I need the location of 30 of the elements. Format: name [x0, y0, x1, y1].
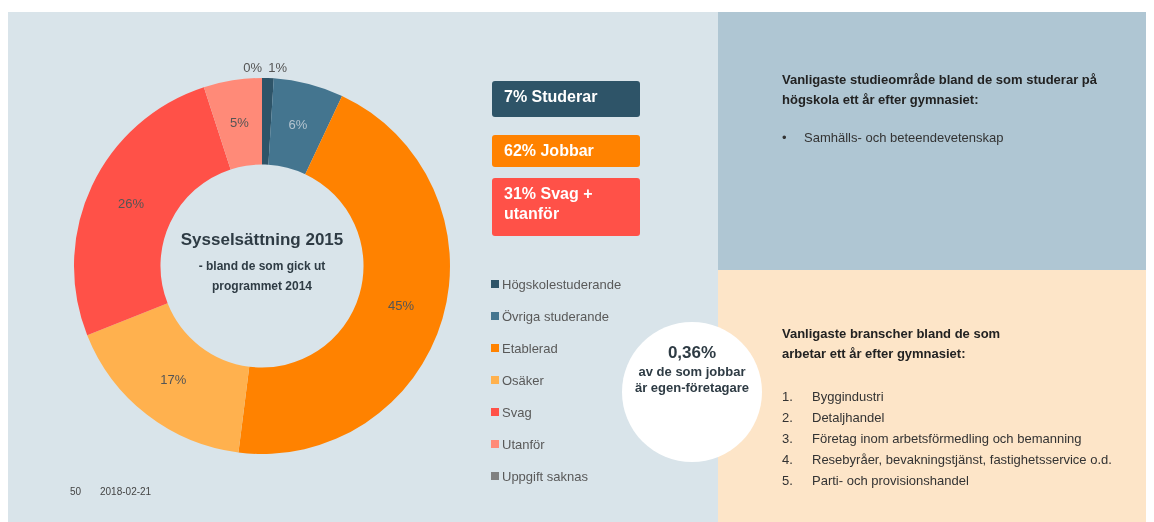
legend-label: Utanför	[502, 436, 545, 452]
data-label: 1%	[268, 59, 288, 75]
text: • Samhälls- och beteendevetenskap	[782, 130, 1004, 145]
text: - bland de som gick ut programmet 2014	[197, 258, 327, 295]
data-label: 17%	[160, 371, 187, 387]
text: Vanligaste branscher bland de som arbetar ett år efter gymnasiet:	[782, 325, 1002, 363]
text: 2018-02-21	[100, 486, 152, 497]
text: 62% Jobbar	[492, 135, 640, 167]
data-label: 6%	[288, 117, 308, 133]
text: Vanligaste studieområde bland de som studerar på högskola ett år efter gymnasiet:	[782, 71, 1098, 109]
text: 0%	[243, 59, 262, 75]
legend-label: Övriga studerande	[502, 308, 609, 324]
text: 5. Parti- och provisionshandel	[782, 473, 969, 488]
text: 1. Byggindustri	[782, 389, 884, 404]
text: 50	[70, 486, 82, 497]
text: 2. Detaljhandel	[782, 410, 885, 425]
text: 4. Resebyråer, bevakningstjänst, fastighetsservice o.d.	[782, 452, 1112, 467]
text: 0,36% av de som jobbar är egen-företagare	[633, 342, 751, 396]
data-label: 45%	[388, 297, 415, 313]
legend-label: Etablerad	[502, 340, 558, 356]
text: 3. Företag inom arbetsförmedling och bemanning	[782, 431, 1082, 446]
data-label: 26%	[118, 195, 145, 211]
data-label: 5%	[229, 114, 250, 130]
text: Sysselsättning 2015	[179, 230, 345, 250]
legend-label: Osäker	[502, 372, 544, 388]
text: 7% Studerar	[492, 81, 640, 117]
text: 31% Svag + utanför	[492, 178, 640, 236]
legend-label: Högskolestuderande	[502, 276, 622, 292]
legend-label: Uppgift saknas	[502, 468, 588, 484]
legend-label: Svag	[502, 404, 532, 420]
